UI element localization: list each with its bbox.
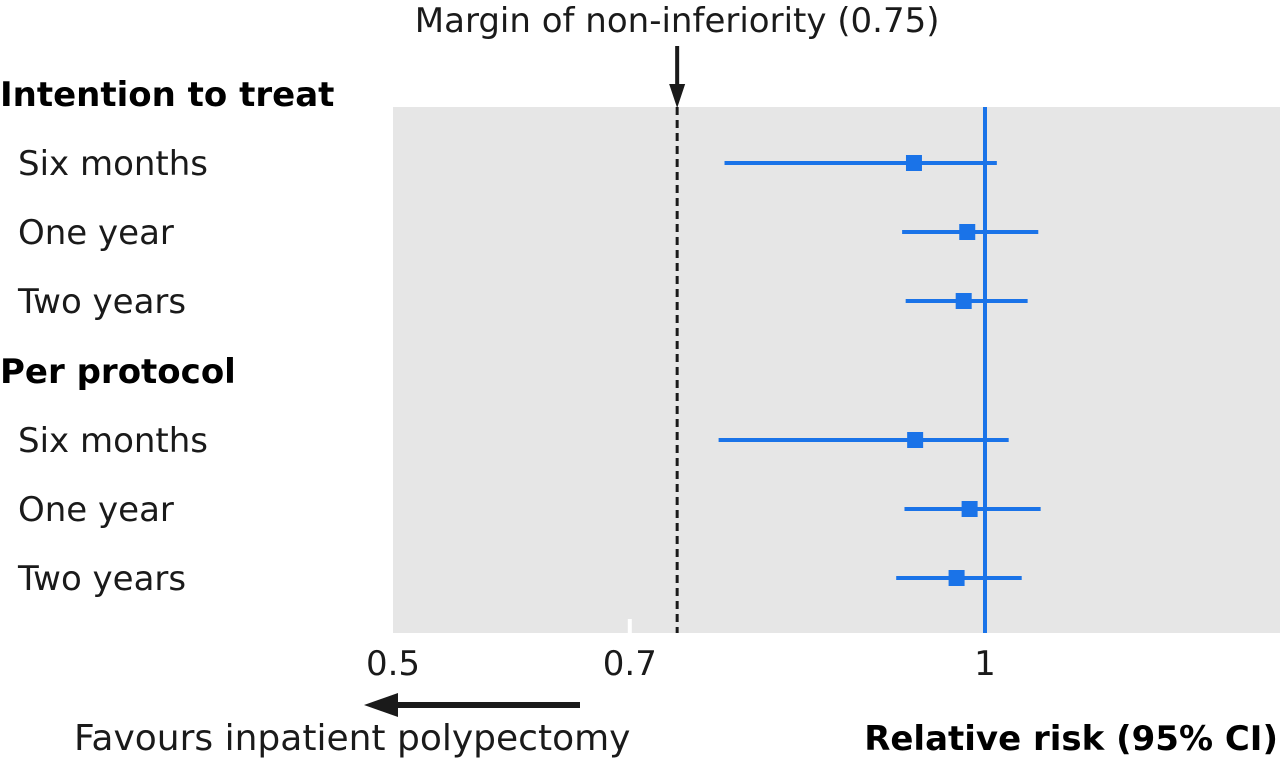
group-label: Intention to treat xyxy=(0,75,334,115)
estimate-marker xyxy=(961,501,978,517)
estimate-marker xyxy=(905,155,922,171)
row-label: Six months xyxy=(18,421,208,461)
margin-label: Margin of non-inferiority (0.75) xyxy=(415,1,940,41)
estimate-marker xyxy=(955,293,972,309)
estimate-marks xyxy=(718,155,1041,586)
favours-label: Favours inpatient polypectomy xyxy=(74,718,630,759)
estimate-marker xyxy=(959,224,976,240)
row-label: Six months xyxy=(18,144,208,184)
x-tick-label: 0.5 xyxy=(366,644,420,684)
margin-arrow-head xyxy=(669,84,686,108)
row-label: One year xyxy=(18,213,174,253)
plot-panel xyxy=(393,107,1280,633)
group-label: Per protocol xyxy=(0,352,236,392)
favours-arrow-head xyxy=(364,693,398,717)
row-label: Two years xyxy=(17,559,186,599)
row-label: One year xyxy=(18,490,174,530)
row-label: Two years xyxy=(17,282,186,322)
estimate-marker xyxy=(948,570,965,586)
x-axis-ticks: 0.5 0.7 1 xyxy=(366,619,996,684)
estimate-marker xyxy=(907,432,924,448)
x-tick-label: 1 xyxy=(974,644,996,684)
x-tick-label: 0.7 xyxy=(603,644,657,684)
row-labels: Intention to treat Six months One year Two … xyxy=(0,75,334,599)
x-axis-label: Relative risk (95% CI) xyxy=(864,719,1278,759)
